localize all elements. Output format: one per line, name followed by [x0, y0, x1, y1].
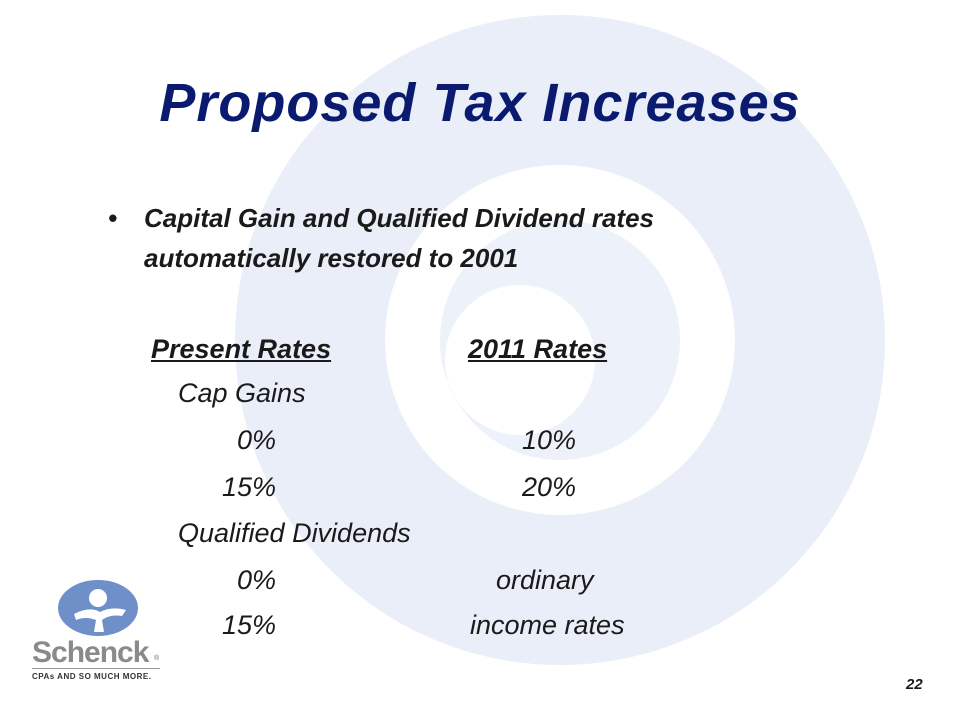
header-2011-rates: 2011 Rates [468, 334, 608, 364]
dividends-label: Qualified Dividends [178, 518, 411, 548]
cap-gains-present-1: 15% [222, 472, 277, 502]
bullet-text: Capital Gain and Qualified Dividend rate… [144, 203, 654, 273]
dividends-present-1: 15% [222, 610, 277, 640]
logo-tagline: CPAs AND SO MUCH MORE. [32, 672, 152, 681]
logo-registered-mark: ® [154, 655, 160, 662]
page-number: 22 [906, 676, 923, 693]
bullet-item: • Capital Gain and Qualified Dividend ra… [108, 198, 808, 278]
dividends-present-0: 0% [237, 565, 277, 595]
slide-title: Proposed Tax Increases [159, 73, 801, 133]
cap-gains-present-0: 0% [237, 425, 277, 455]
dividends-future-0: ordinary [496, 565, 594, 595]
logo-divider [32, 668, 160, 669]
cap-gains-future-0: 10% [522, 425, 577, 455]
dividends-future-1: income rates [470, 610, 625, 640]
logo-wordmark: Schenck [32, 636, 149, 669]
cap-gains-future-1: 20% [522, 472, 577, 502]
header-present-rates: Present Rates [151, 334, 332, 364]
schenck-logo-icon [58, 580, 138, 636]
cap-gains-label: Cap Gains [178, 378, 306, 408]
bullet-dot-icon: • [108, 203, 118, 233]
